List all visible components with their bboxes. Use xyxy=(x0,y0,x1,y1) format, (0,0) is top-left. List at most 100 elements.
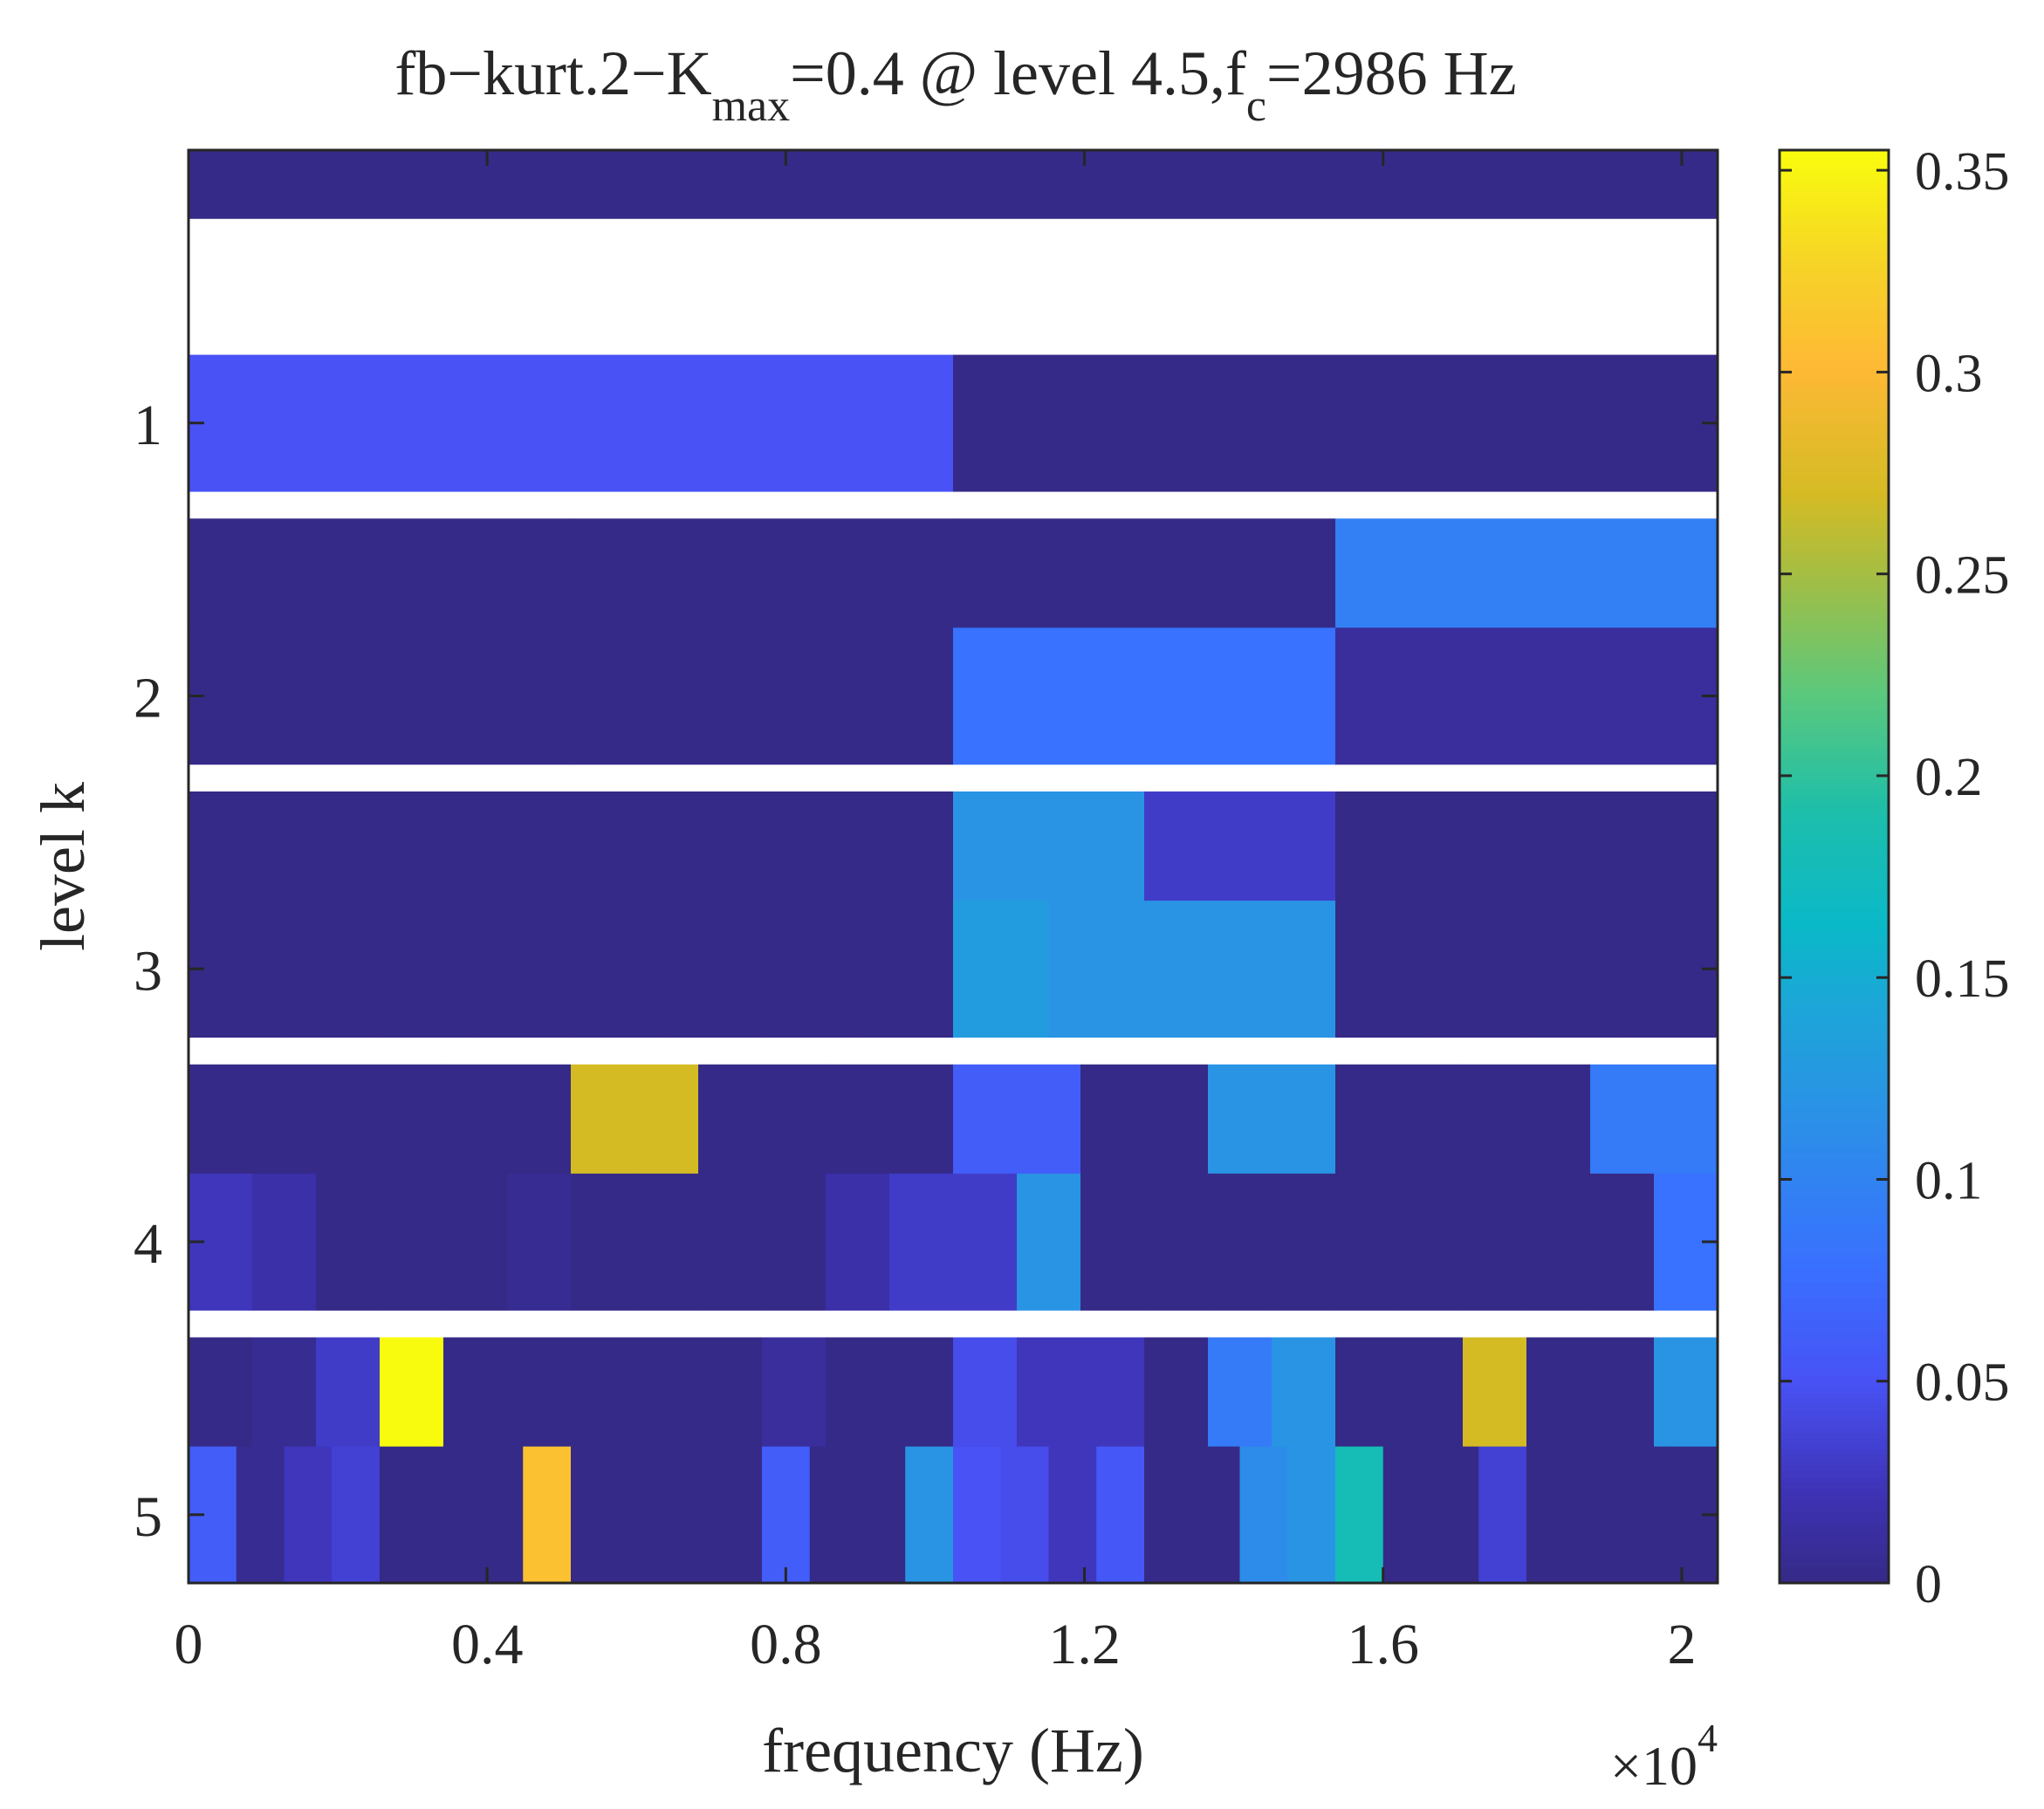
colorbar-strip xyxy=(1780,1113,1889,1120)
colorbar-strip xyxy=(1780,1191,1889,1198)
colorbar-strip xyxy=(1780,698,1889,705)
colorbar-strip xyxy=(1780,1051,1889,1058)
heatmap-cell-level-5-band-6 xyxy=(427,1446,477,1584)
colorbar-strip xyxy=(1780,216,1889,224)
x-tick-label: 1.2 xyxy=(1048,1613,1121,1676)
x-tick-label: 1.6 xyxy=(1348,1613,1420,1676)
heatmap-cell-level-4-band-11 xyxy=(826,1173,890,1311)
colorbar-strip xyxy=(1780,547,1889,554)
heatmap-cell-level-3-band-9 xyxy=(953,901,1050,1038)
colorbar-strip xyxy=(1780,1000,1889,1008)
colorbar-strip xyxy=(1780,771,1889,778)
colorbar-strip xyxy=(1780,1437,1889,1444)
colorbar-strip xyxy=(1780,1498,1889,1505)
heatmap-cell-level-5-band-11 xyxy=(666,1446,715,1584)
colorbar-strip xyxy=(1780,654,1889,661)
colorbar-strip xyxy=(1780,513,1889,521)
heatmap-cell-level-2-band-3 xyxy=(953,627,1336,765)
heatmap-cell-level-3-band-5 xyxy=(571,901,668,1038)
heatmap-cell-level-5-band-30 xyxy=(1574,1446,1623,1584)
heatmap-cell-level-3-band-11 xyxy=(1144,901,1241,1038)
colorbar-strip xyxy=(1780,1006,1889,1013)
colorbar-strip xyxy=(1780,877,1889,885)
y-tick-label: 4 xyxy=(134,1212,162,1276)
heatmap-cell-level-4-band-18 xyxy=(1272,1173,1336,1311)
colorbar-strip xyxy=(1780,872,1889,879)
colorbar-strip xyxy=(1780,1107,1889,1114)
colorbar-strip xyxy=(1780,239,1889,246)
heatmap-cell-level-5-band-8 xyxy=(523,1446,572,1584)
colorbar-strip xyxy=(1780,1208,1889,1215)
colorbar-strip xyxy=(1780,558,1889,565)
heatmap-cell-level-1-band-1 xyxy=(189,354,954,492)
colorbar-strip xyxy=(1780,262,1889,269)
colorbar-strip xyxy=(1780,944,1889,952)
colorbar-strip xyxy=(1780,485,1889,493)
colorbar-strip xyxy=(1780,1085,1889,1092)
colorbar-strip xyxy=(1780,782,1889,789)
colorbar-strip xyxy=(1780,446,1889,454)
heatmap-cell-level-5-band-17 xyxy=(953,1446,1002,1584)
colorbar-strip xyxy=(1780,424,1889,431)
colorbar-strip xyxy=(1780,1185,1889,1192)
heatmap-cell-level-5-band-16 xyxy=(905,1446,954,1584)
colorbar-strip xyxy=(1780,195,1889,202)
colorbar-strip xyxy=(1780,1275,1889,1282)
heatmap-cell-level-4-band-4 xyxy=(380,1173,444,1311)
colorbar-strip xyxy=(1780,228,1889,236)
colorbar-tick-label: 0.3 xyxy=(1915,344,1983,403)
colorbar-strip xyxy=(1780,418,1889,426)
colorbar-strip xyxy=(1780,598,1889,605)
colorbar-strip xyxy=(1780,362,1889,369)
colorbar-strip xyxy=(1780,531,1889,538)
colorbar-strip xyxy=(1780,368,1889,375)
colorbar-strip xyxy=(1780,178,1889,185)
colorbar-strip xyxy=(1780,922,1889,929)
colorbar-strip xyxy=(1780,867,1889,874)
colorbar-strip xyxy=(1780,284,1889,291)
colorbar-strip xyxy=(1780,323,1889,331)
colorbar-strip xyxy=(1780,821,1889,828)
heatmap-cell-level-5-band-12 xyxy=(714,1446,763,1584)
colorbar-strip xyxy=(1780,916,1889,923)
colorbar-strip xyxy=(1780,1342,1889,1349)
colorbar-strip xyxy=(1780,1230,1889,1237)
colorbar-strip xyxy=(1780,267,1889,274)
heatmap-cell-level-2-band-1 xyxy=(189,627,572,765)
colorbar-strip xyxy=(1780,788,1889,795)
heatmap-cell-level-5-band-15 xyxy=(857,1446,906,1584)
heatmap-cell-level-3-band-13 xyxy=(1335,901,1432,1038)
colorbar-strip xyxy=(1780,1303,1889,1310)
colorbar-strip xyxy=(1780,743,1889,750)
colorbar-strip xyxy=(1780,956,1889,963)
heatmap-cell-level-3-band-12 xyxy=(1239,901,1336,1038)
heatmap-cell-level-5-band-22 xyxy=(1191,1446,1241,1584)
colorbar-strip xyxy=(1780,1521,1889,1528)
colorbar-strip xyxy=(1780,1577,1889,1584)
colorbar-strip xyxy=(1780,1526,1889,1534)
colorbar-strip xyxy=(1780,603,1889,610)
colorbar-strip xyxy=(1780,245,1889,252)
colorbar-strip xyxy=(1780,1023,1889,1030)
colorbar-strip xyxy=(1780,1477,1889,1484)
heatmap-cell-level-4-band-23 xyxy=(1590,1173,1655,1311)
heatmap-cell-level-3-band-8 xyxy=(857,901,954,1038)
colorbar-strip xyxy=(1780,256,1889,264)
colorbar-strip xyxy=(1780,575,1889,582)
heatmap-cell-level-3-band-15 xyxy=(1526,901,1623,1038)
colorbar-strip xyxy=(1780,682,1889,689)
colorbar-strip xyxy=(1780,390,1889,398)
colorbar-strip xyxy=(1780,401,1889,408)
y-tick-label: 2 xyxy=(134,667,162,730)
colorbar-strip xyxy=(1780,1538,1889,1545)
colorbar-strip xyxy=(1780,1336,1889,1343)
colorbar-strip xyxy=(1780,373,1889,380)
y-axis-label: level k xyxy=(28,782,98,951)
colorbar-strip xyxy=(1780,648,1889,655)
heatmap-cell-level-5-band-10 xyxy=(618,1446,668,1584)
colorbar-strip xyxy=(1780,396,1889,403)
colorbar-strip xyxy=(1780,1359,1889,1366)
colorbar-strip xyxy=(1780,1045,1889,1052)
title-subscript-c: c xyxy=(1246,81,1266,131)
heatmap-cell-level-4-band-3 xyxy=(316,1173,381,1311)
